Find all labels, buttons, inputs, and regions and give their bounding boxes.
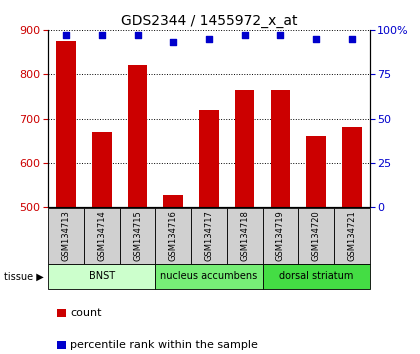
Bar — [48, 264, 155, 289]
Text: GSM134721: GSM134721 — [347, 210, 356, 261]
Bar — [128, 65, 147, 207]
Bar — [92, 132, 112, 207]
Bar — [227, 208, 262, 264]
Point — [98, 33, 105, 38]
Text: GSM134720: GSM134720 — [312, 210, 320, 261]
Bar — [199, 110, 219, 207]
Bar — [262, 264, 370, 289]
Point — [170, 40, 177, 45]
Text: GSM134713: GSM134713 — [62, 210, 71, 261]
Point — [312, 36, 319, 42]
Bar — [306, 136, 326, 207]
Point — [134, 33, 141, 38]
Bar — [155, 264, 262, 289]
Point — [241, 33, 248, 38]
Text: GSM134718: GSM134718 — [240, 210, 249, 261]
Bar — [270, 90, 290, 207]
Text: GSM134716: GSM134716 — [169, 210, 178, 261]
Text: BNST: BNST — [89, 272, 115, 281]
Point — [349, 36, 355, 42]
Bar — [48, 208, 84, 264]
Text: GSM134715: GSM134715 — [133, 210, 142, 261]
Bar — [298, 208, 334, 264]
Bar — [56, 41, 76, 207]
Text: percentile rank within the sample: percentile rank within the sample — [70, 340, 258, 350]
Title: GDS2344 / 1455972_x_at: GDS2344 / 1455972_x_at — [121, 14, 297, 28]
Bar — [334, 208, 370, 264]
Bar — [342, 127, 362, 207]
Text: tissue ▶: tissue ▶ — [4, 272, 44, 281]
Bar — [84, 208, 120, 264]
Text: GSM134717: GSM134717 — [205, 210, 213, 261]
Bar — [155, 208, 191, 264]
Point — [277, 33, 284, 38]
Bar — [262, 208, 298, 264]
Bar — [120, 208, 155, 264]
Point — [206, 36, 212, 42]
Text: dorsal striatum: dorsal striatum — [279, 272, 353, 281]
Text: GSM134714: GSM134714 — [97, 210, 106, 261]
Bar — [163, 195, 183, 207]
Text: GSM134719: GSM134719 — [276, 210, 285, 261]
Text: nucleus accumbens: nucleus accumbens — [160, 272, 257, 281]
Bar — [191, 208, 227, 264]
Text: count: count — [70, 308, 102, 318]
Point — [63, 33, 70, 38]
Bar — [235, 90, 255, 207]
